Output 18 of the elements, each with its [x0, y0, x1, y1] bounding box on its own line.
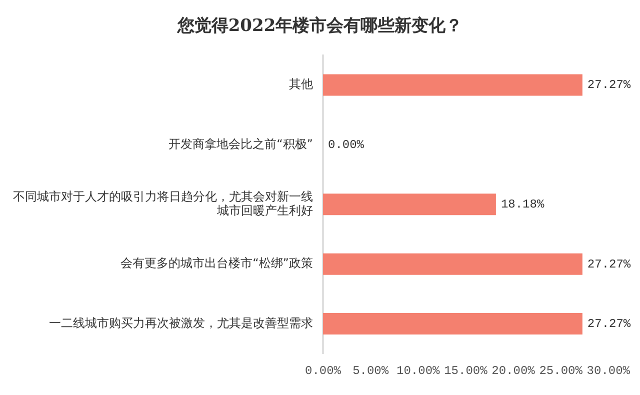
x-tick-label: 25.00% [539, 364, 584, 378]
x-tick-label: 10.00% [396, 364, 441, 378]
x-tick-label: 0.00% [304, 364, 342, 378]
y-tick-label: 开发商拿地会比之前“积极” [168, 136, 313, 151]
y-tick-label: 一二线城市购买力再次被激发，尤其是改善型需求 [49, 316, 313, 330]
x-tick-label: 20.00% [492, 364, 536, 378]
x-tick-label: 5.00% [352, 364, 390, 378]
data-label: 0.00% [328, 138, 365, 152]
data-label: 27.27% [587, 78, 632, 92]
y-tick-label: 不同城市对于人才的吸引力将日趋分化，尤其会对新一线城市回暖产生利好 [13, 189, 313, 218]
data-label: 27.27% [587, 257, 632, 272]
data-label: 18.18% [500, 198, 545, 212]
y-tick-label: 会有更多的城市出台楼市“松绑”政策 [120, 256, 313, 270]
x-tick-label: 30.00% [586, 364, 631, 378]
data-label: 27.27% [587, 316, 632, 331]
x-tick-label: 15.00% [444, 364, 488, 378]
chart-title: 您觉得2022年楼市会有哪些新变化？ [176, 15, 464, 38]
y-tick-label: 其他 [289, 77, 313, 92]
